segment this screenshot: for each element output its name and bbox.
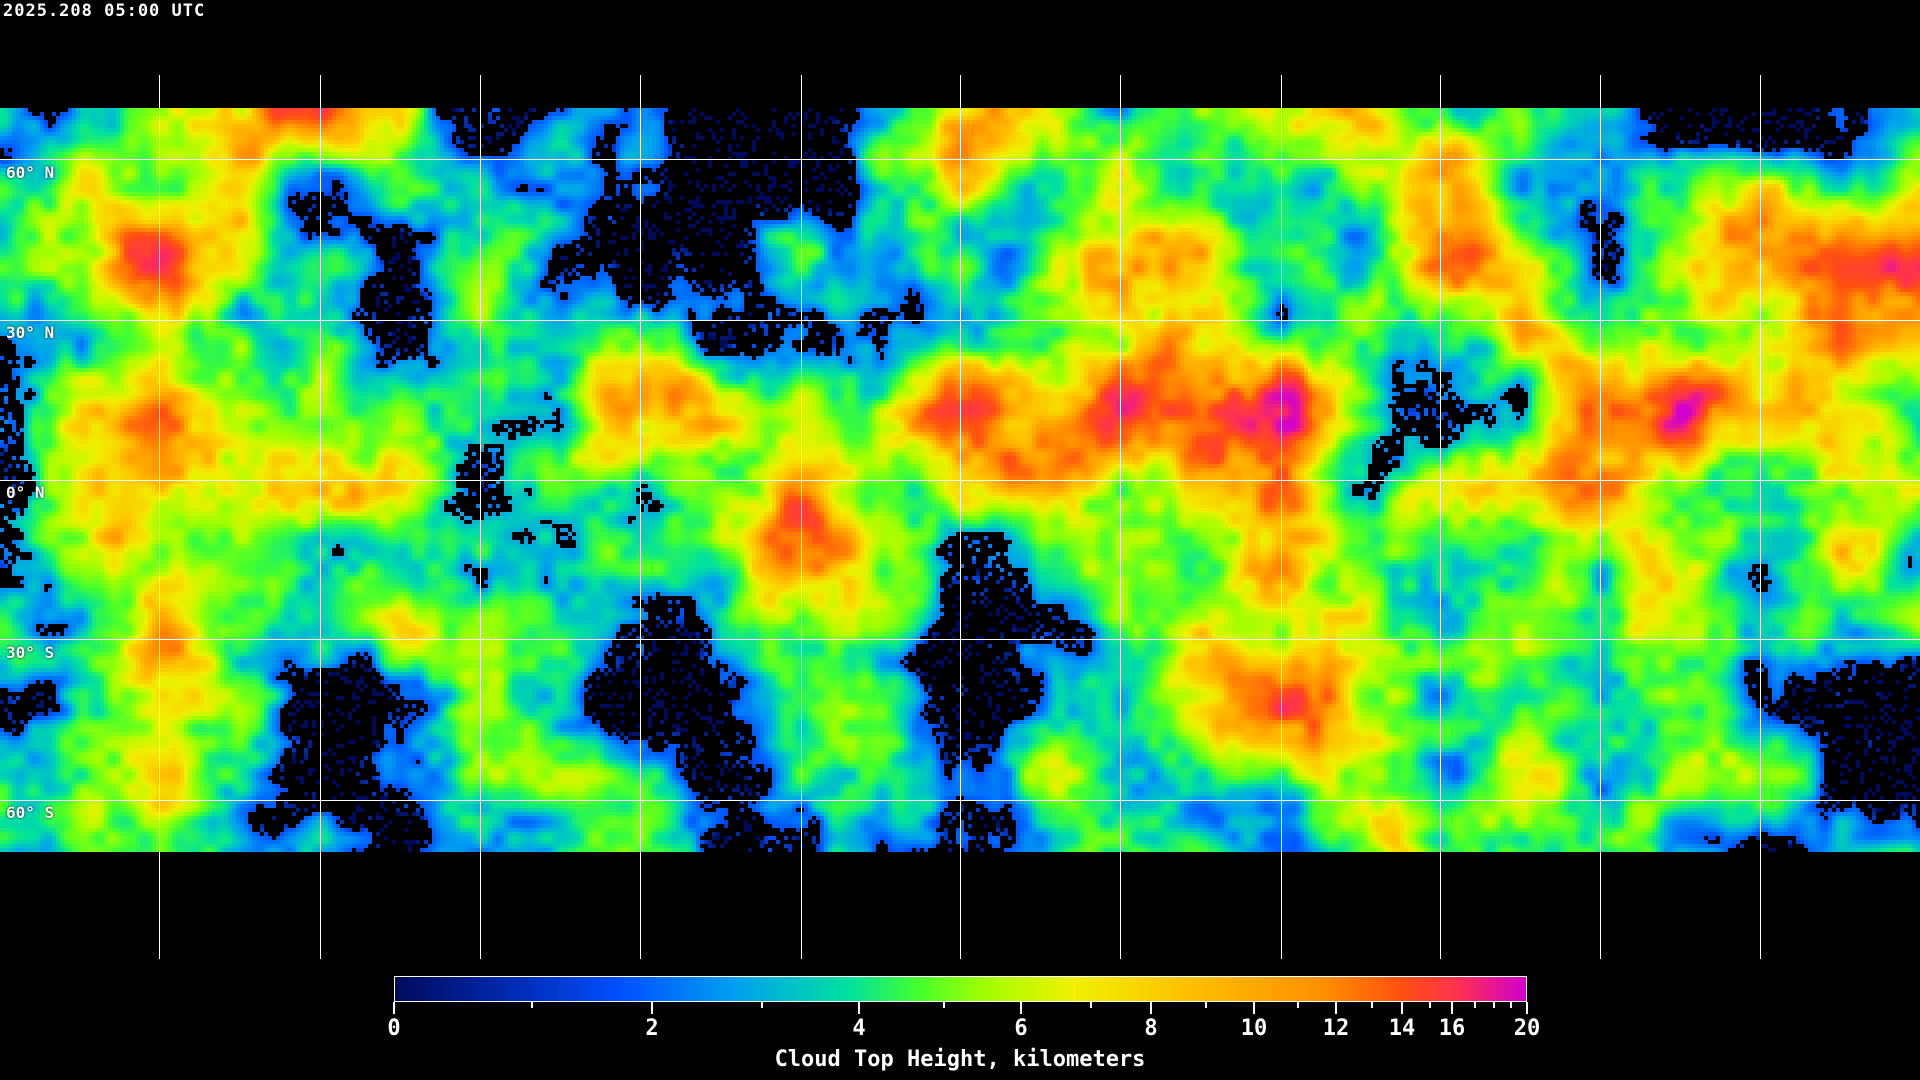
longitude-gridline bbox=[159, 75, 160, 959]
colorbar-tick-label: 16 bbox=[1438, 1016, 1466, 1041]
colorbar-title: Cloud Top Height, kilometers bbox=[774, 1047, 1146, 1072]
longitude-gridline bbox=[1760, 75, 1761, 959]
colorbar-major-tick bbox=[1526, 1002, 1528, 1014]
colorbar-minor-tick bbox=[1371, 1002, 1373, 1008]
colorbar-minor-tick bbox=[1510, 1002, 1512, 1008]
colorbar-tick-label: 12 bbox=[1322, 1016, 1350, 1041]
colorbar-minor-tick bbox=[1297, 1002, 1299, 1008]
longitude-gridline bbox=[480, 75, 481, 959]
latitude-gridline bbox=[0, 639, 1920, 640]
colorbar-tick-label: 2 bbox=[645, 1016, 659, 1041]
colorbar-minor-tick bbox=[1474, 1002, 1476, 1008]
lat-label-30s: 30° S bbox=[6, 643, 55, 662]
colorbar-major-tick bbox=[651, 1002, 653, 1014]
colorbar-tick-label: 8 bbox=[1144, 1016, 1158, 1041]
longitude-gridline bbox=[960, 75, 961, 959]
colorbar-tick-label: 4 bbox=[852, 1016, 866, 1041]
colorbar-minor-tick bbox=[943, 1002, 945, 1008]
longitude-gridline bbox=[320, 75, 321, 959]
colorbar-tick-label: 6 bbox=[1014, 1016, 1028, 1041]
colorbar-tick-label: 0 bbox=[387, 1016, 401, 1041]
timestamp: 2025.208 05:00 UTC bbox=[3, 1, 206, 21]
latitude-gridline bbox=[0, 159, 1920, 160]
colorbar-major-tick bbox=[1451, 1002, 1453, 1014]
lat-label-60n: 60° N bbox=[6, 163, 55, 182]
colorbar-tick-label: 14 bbox=[1388, 1016, 1416, 1041]
latitude-gridline bbox=[0, 800, 1920, 801]
lat-label-equator: 0° N bbox=[6, 483, 45, 502]
colorbar-minor-tick bbox=[761, 1002, 763, 1008]
colorbar-tick-label: 20 bbox=[1513, 1016, 1541, 1041]
longitude-gridline bbox=[1600, 75, 1601, 959]
longitude-gridline bbox=[1281, 75, 1282, 959]
longitude-gridline bbox=[1120, 75, 1121, 959]
lat-label-30n: 30° N bbox=[6, 323, 55, 342]
colorbar-minor-tick bbox=[1205, 1002, 1207, 1008]
colorbar-major-tick bbox=[393, 1002, 395, 1014]
colorbar-major-tick bbox=[1335, 1002, 1337, 1014]
colorbar-minor-tick bbox=[531, 1002, 533, 1008]
longitude-gridline bbox=[1440, 75, 1441, 959]
longitude-gridline bbox=[801, 75, 802, 959]
colorbar-minor-tick bbox=[1493, 1002, 1495, 1008]
colorbar-major-tick bbox=[858, 1002, 860, 1014]
cloud-top-height-map bbox=[0, 75, 1920, 959]
latitude-gridline bbox=[0, 320, 1920, 321]
colorbar-major-tick bbox=[1020, 1002, 1022, 1014]
colorbar-major-tick bbox=[1401, 1002, 1403, 1014]
colorbar-minor-tick bbox=[1090, 1002, 1092, 1008]
latitude-gridline bbox=[0, 480, 1920, 481]
lat-label-60s: 60° S bbox=[6, 803, 55, 822]
colorbar-major-tick bbox=[1253, 1002, 1255, 1014]
colorbar-major-tick bbox=[1150, 1002, 1152, 1014]
colorbar-minor-tick bbox=[1429, 1002, 1431, 1008]
longitude-gridline bbox=[640, 75, 641, 959]
colorbar bbox=[394, 976, 1527, 1002]
colorbar-tick-label: 10 bbox=[1240, 1016, 1268, 1041]
